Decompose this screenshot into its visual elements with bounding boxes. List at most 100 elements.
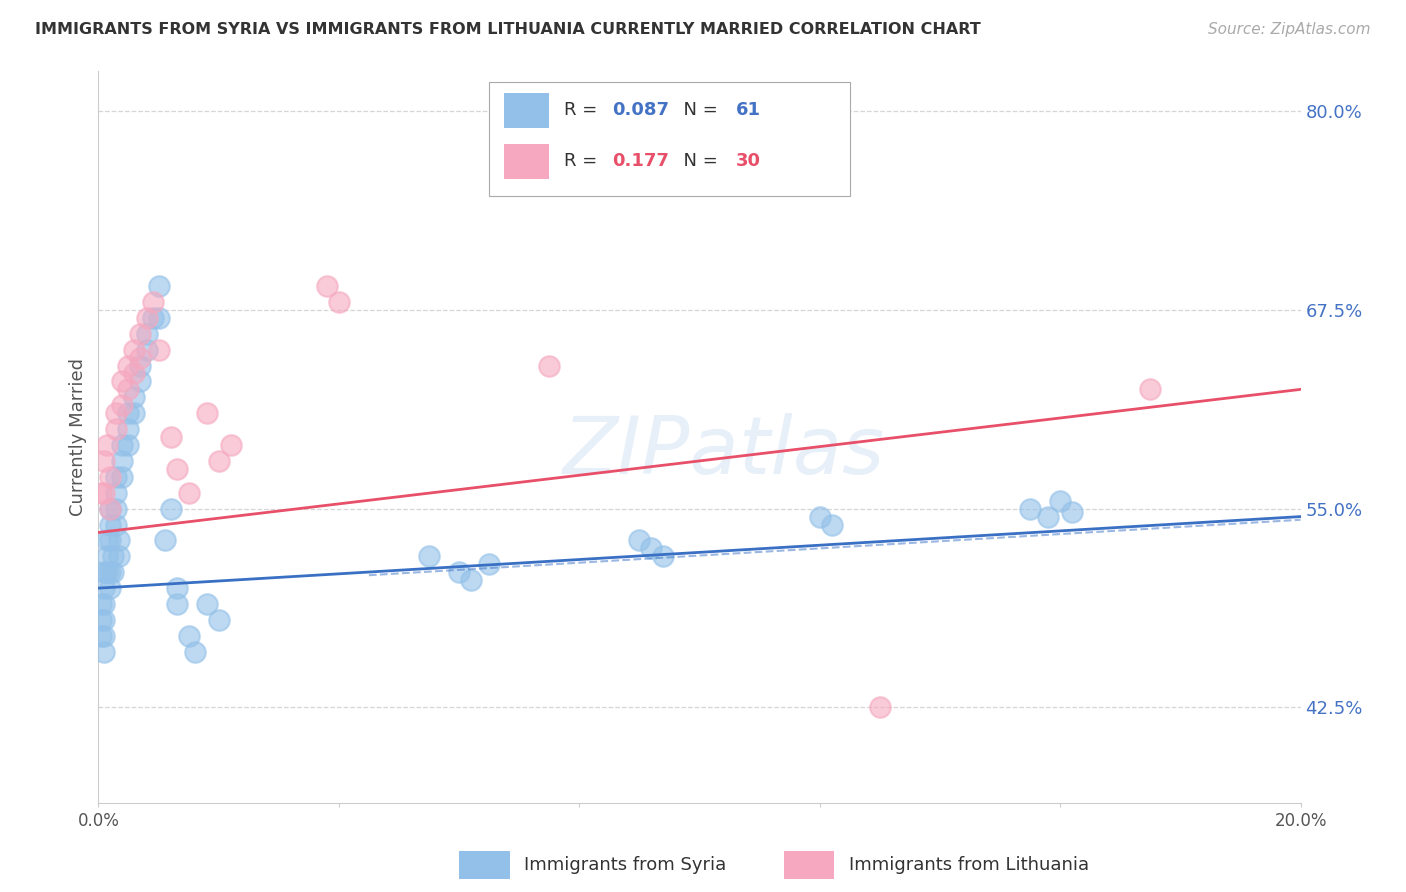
Point [148, 279, 170, 293]
Point [129, 351, 152, 365]
Text: N =: N = [672, 101, 723, 120]
Point [129, 359, 152, 373]
Point [111, 375, 134, 389]
Point [117, 406, 139, 420]
Point [117, 438, 139, 452]
Point [124, 390, 146, 404]
Text: Immigrants from Lithuania: Immigrants from Lithuania [849, 856, 1088, 874]
Point [166, 581, 188, 595]
Point [124, 406, 146, 420]
Point [135, 310, 157, 325]
Point [90, 613, 112, 627]
Point [129, 375, 152, 389]
Point [640, 541, 662, 556]
Text: R =: R = [564, 153, 603, 170]
Point [93, 454, 115, 468]
Point [208, 613, 231, 627]
Point [219, 438, 242, 452]
Point [105, 501, 128, 516]
Point [93, 581, 115, 595]
Point [96, 533, 118, 548]
Point [166, 597, 188, 611]
Text: Immigrants from Syria: Immigrants from Syria [524, 856, 727, 874]
Point [195, 597, 218, 611]
Point [869, 700, 891, 714]
Point [103, 566, 125, 580]
Point [100, 501, 122, 516]
Point [177, 485, 200, 500]
Point [90, 485, 112, 500]
Point [328, 294, 350, 309]
Point [93, 485, 115, 500]
Point [117, 383, 139, 397]
Point [135, 326, 157, 341]
Bar [458, 851, 509, 879]
Point [1139, 383, 1161, 397]
Point [447, 566, 470, 580]
Point [90, 597, 112, 611]
Point [100, 470, 122, 484]
Point [478, 558, 501, 572]
Point [93, 613, 115, 627]
Point [183, 645, 205, 659]
Bar [489, 82, 849, 195]
Point [100, 501, 122, 516]
Point [129, 326, 152, 341]
Point [652, 549, 675, 564]
Point [100, 517, 122, 532]
Text: N =: N = [672, 153, 723, 170]
Point [821, 517, 844, 532]
Text: ZIPatlas: ZIPatlas [562, 413, 884, 491]
Point [93, 597, 115, 611]
Point [148, 310, 170, 325]
Point [96, 566, 118, 580]
Point [105, 517, 128, 532]
Point [93, 629, 115, 643]
Point [195, 406, 218, 420]
Point [108, 533, 131, 548]
Point [93, 645, 115, 659]
Text: 0.177: 0.177 [612, 153, 669, 170]
Point [100, 566, 122, 580]
Point [96, 438, 118, 452]
Point [166, 462, 188, 476]
Point [148, 343, 170, 357]
Point [124, 343, 146, 357]
Point [159, 501, 181, 516]
Point [141, 294, 163, 309]
Point [100, 581, 122, 595]
Point [111, 398, 134, 412]
Point [105, 485, 128, 500]
Point [105, 470, 128, 484]
Point [100, 533, 122, 548]
Point [111, 454, 134, 468]
Point [1019, 501, 1042, 516]
Text: 0.087: 0.087 [612, 101, 669, 120]
Point [135, 343, 157, 357]
Point [538, 359, 561, 373]
Point [1049, 493, 1071, 508]
Point [93, 566, 115, 580]
Point [1062, 505, 1084, 519]
Bar [503, 144, 550, 179]
Text: Source: ZipAtlas.com: Source: ZipAtlas.com [1208, 22, 1371, 37]
Point [117, 422, 139, 436]
Point [418, 549, 440, 564]
Point [105, 406, 128, 420]
Point [1036, 509, 1059, 524]
Point [103, 549, 125, 564]
Point [108, 549, 131, 564]
Text: 30: 30 [735, 153, 761, 170]
Point [111, 470, 134, 484]
Point [124, 367, 146, 381]
Text: 61: 61 [735, 101, 761, 120]
Point [96, 549, 118, 564]
Point [111, 438, 134, 452]
Point [90, 629, 112, 643]
Point [460, 573, 482, 587]
Text: IMMIGRANTS FROM SYRIA VS IMMIGRANTS FROM LITHUANIA CURRENTLY MARRIED CORRELATION: IMMIGRANTS FROM SYRIA VS IMMIGRANTS FROM… [35, 22, 981, 37]
Point [177, 629, 200, 643]
Point [141, 310, 163, 325]
Y-axis label: Currently Married: Currently Married [69, 358, 87, 516]
Point [628, 533, 651, 548]
